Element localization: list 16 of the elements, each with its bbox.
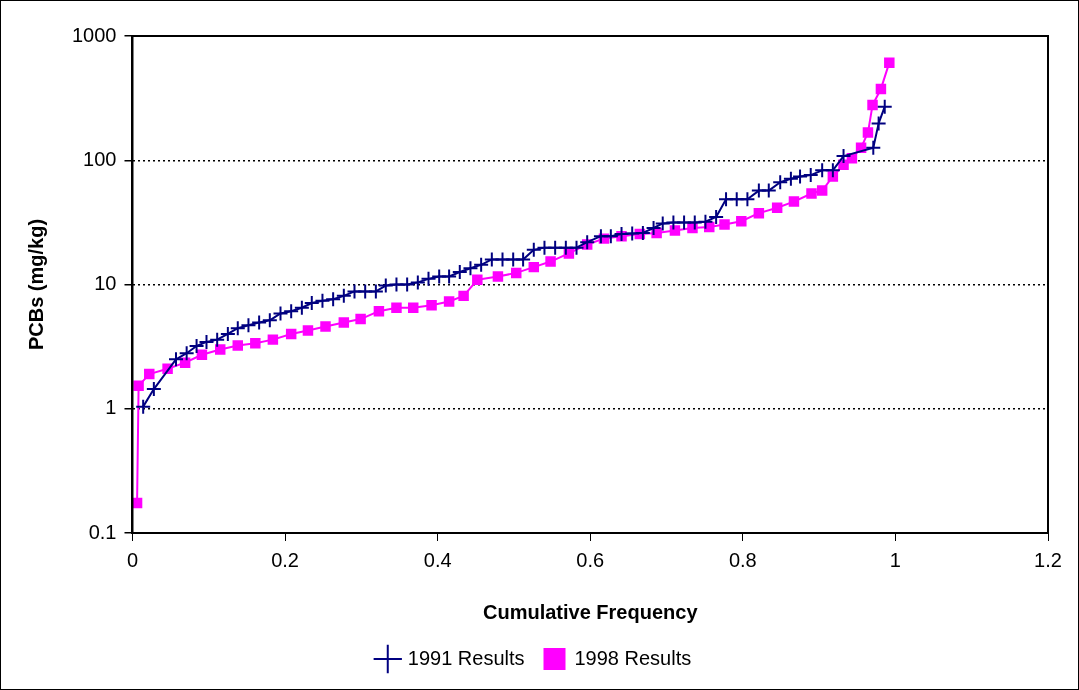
y-tick-label: 1000 [71, 23, 117, 46]
y-tick-label: 100 [83, 147, 117, 170]
legend-label: 1998 Results [574, 646, 692, 669]
x-tick-label: 0.4 [423, 548, 452, 571]
y-tick-label: 10 [94, 272, 117, 295]
x-tick-label: 0.6 [576, 548, 605, 571]
x-tick-label: 1.2 [1034, 548, 1062, 571]
x-tick-label: 1 [889, 548, 901, 571]
y-tick-label: 1 [105, 396, 117, 419]
x-tick-label: 0.8 [728, 548, 757, 571]
legend-label: 1991 Results [407, 646, 525, 669]
y-tick-label: 0.1 [88, 520, 117, 543]
x-axis-title: Cumulative Frequency [482, 600, 699, 623]
x-tick-label: 0.2 [271, 548, 299, 571]
y-axis-title: PCBs (mg/kg) [24, 218, 47, 351]
x-tick-label: 0 [126, 548, 139, 571]
